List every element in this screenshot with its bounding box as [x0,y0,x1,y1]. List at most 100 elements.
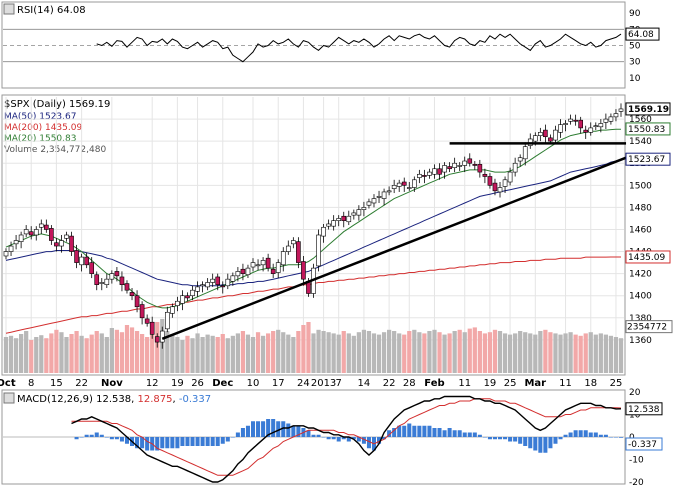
macd-histogram-bar [467,432,472,437]
candle-body [437,168,442,175]
macd-histogram-bar [205,437,210,446]
macd-histogram-bar [598,434,603,437]
volume-bar [29,340,34,373]
candle-body [280,251,286,266]
macd-histogram-bar [240,428,245,437]
candle-body [275,262,281,273]
macd-histogram-bar [346,437,351,442]
candle-body [593,125,599,128]
x-axis-label: 28 [403,378,416,389]
macd-value-label: 12.538 [628,405,660,415]
rsi-title: RSI(14) 64.08 [17,5,86,16]
candle-body [89,262,95,274]
macd-histogram-bar [447,428,452,437]
volume-bar [613,337,619,373]
macd-histogram-bar [94,432,99,437]
volume-bar [250,337,256,373]
candle-body [59,240,64,247]
ma50-badge [625,152,671,166]
legend-ma50: MA(50) 1523.67 [4,112,76,122]
candle-body [391,185,397,189]
x-axis-label: 11 [559,378,572,389]
candle-body [210,278,215,283]
candle-body [220,285,226,288]
x-axis: Oct 8 15 22 Nov 12 19 26 Dec 10 17 24 2013 7 14 22 28 Feb… [0,378,622,389]
price-title: $SPX (Daily) 1569.19 [4,99,110,110]
candle-body [215,276,221,285]
volume-bar [301,325,306,373]
macd-histogram-bar [281,421,286,437]
candle-body [548,137,553,142]
x-axis-label: Mar [524,378,546,389]
macd-signal-line [71,398,622,476]
macd-histogram-bar [195,437,200,446]
candle-body [38,223,44,228]
volume-bar [447,333,452,373]
candle-body [487,176,493,186]
volume-bar [13,338,19,373]
volume-bar [417,332,422,373]
volume-bar [64,337,69,373]
macd-histogram-bar [266,419,271,437]
volume-bar [170,334,175,373]
volume-bar [185,335,190,373]
volume-bar [331,333,336,373]
volume-bar [109,328,114,373]
volume-bar [422,333,427,373]
candle-body [467,158,473,164]
macd-title: MACD(12,26,9) 12.538, 12.875, -0.337 [17,394,211,405]
volume-bar [412,329,417,373]
macd-histogram-bar [276,421,281,437]
macd-histogram-bar [432,428,437,437]
volume-bar [200,337,205,373]
candle-body [578,119,583,129]
macd-histogram-bar [361,437,366,444]
candle-body [477,164,483,173]
candle-body [139,304,145,319]
volume-bar [336,334,341,373]
macd-histogram-bar [593,432,598,437]
macd-toggle-icon[interactable] [3,392,15,404]
candle-body [457,165,463,167]
macd-legend-macd-value: 12.538 [96,394,131,405]
volume-bar [407,331,412,373]
macd-histogram-bar [402,425,407,437]
macd-histogram-bar [155,437,160,451]
candle-body [603,118,609,123]
candle-body [482,173,488,177]
macd-value-badge [625,402,663,416]
macd-histogram-bar [351,437,356,440]
volume-bar [492,329,498,373]
macd-tick-label: 20 [629,388,641,398]
candle-body [164,311,170,330]
volume-bar [99,333,104,373]
x-axis-label: 26 [191,378,204,389]
volume-bar [3,337,9,373]
legend-volume: Volume 2,354,772,480 [4,145,106,155]
rsi-tick-label: 50 [629,42,641,52]
candle-body [361,207,367,210]
candle-body [149,321,155,335]
volume-bar [260,335,266,373]
candle-body [79,256,84,266]
rsi-toggle-icon[interactable] [3,3,15,15]
candle-body [366,201,372,206]
x-axis-label: 18 [584,378,597,389]
candle-body [301,261,306,280]
macd-histogram-bar [124,437,129,444]
macd-histogram-bar [578,430,583,437]
volume-bar [588,332,593,373]
volume-bar [145,337,150,373]
volume-bar [59,332,64,373]
price-tick-label: 1420 [629,270,652,280]
candle-body [69,235,74,252]
candle-body [144,318,150,324]
price-tick-label: 1460 [629,225,652,235]
last-price-badge [625,102,671,116]
candle-body [250,262,256,268]
x-axis-label: 14 [358,378,371,389]
macd-histogram-bar [291,425,296,437]
candle-body [225,278,231,287]
macd-tick-label: -20 [629,478,644,487]
volume-bar [568,332,573,373]
